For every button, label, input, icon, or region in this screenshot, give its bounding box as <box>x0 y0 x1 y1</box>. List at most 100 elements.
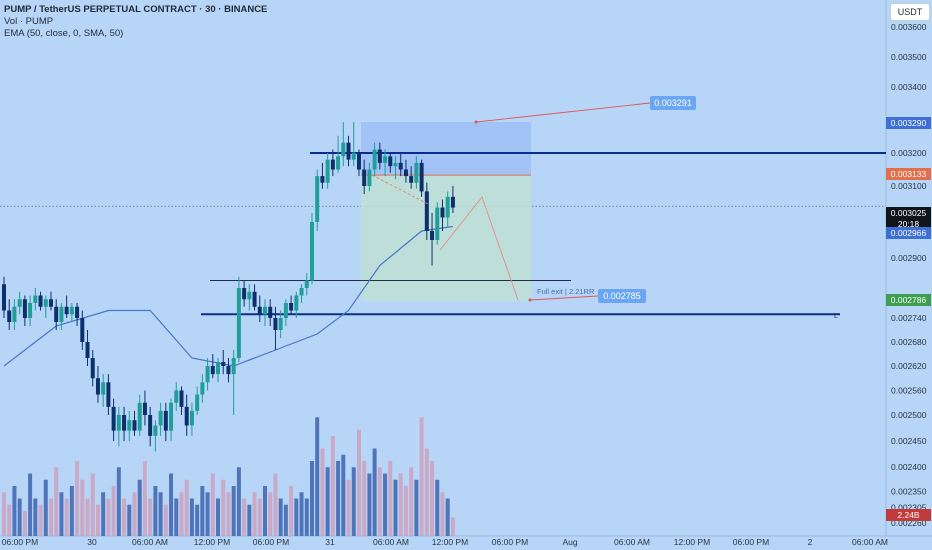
volume-bar <box>242 498 247 536</box>
candle-body <box>226 366 231 375</box>
time-tick-label: 12:00 PM <box>674 537 710 547</box>
line-end-marker: L <box>834 313 838 320</box>
price-tick-label: 0.002450 <box>891 436 927 446</box>
candle-body <box>12 306 17 322</box>
time-tick-label: 06:00 PM <box>2 537 38 547</box>
entry-dashed-path <box>371 174 431 206</box>
volume-bar <box>226 492 231 536</box>
candle-body <box>7 310 12 322</box>
volume-bar <box>252 492 257 536</box>
price-tick-label: 0.003400 <box>891 82 927 92</box>
target-annotation-label[interactable]: 0.003291 <box>650 96 696 110</box>
volume-bar <box>263 486 267 536</box>
volume-bar <box>38 504 43 536</box>
time-tick-label: 06:00 AM <box>614 537 650 547</box>
candle-body <box>393 162 398 167</box>
candle-body <box>289 303 294 311</box>
time-tick-label: 06:00 PM <box>253 537 289 547</box>
candle-body <box>28 303 33 318</box>
volume-bar <box>283 504 288 536</box>
price-tick-label: 0.003200 <box>891 148 927 158</box>
volume-bar <box>430 461 435 536</box>
time-tick-label: 12:00 PM <box>194 537 230 547</box>
candle-body <box>236 288 241 358</box>
candle-body <box>242 288 247 300</box>
candle-body <box>122 415 127 431</box>
candle-body <box>169 402 174 431</box>
price-ticks: 0.003600 0.003500 0.003400 0.003200 0.003100… <box>891 22 927 528</box>
projection-path <box>439 196 519 301</box>
candle-body <box>320 176 325 183</box>
candle-body <box>409 176 414 183</box>
volume-bar <box>33 498 38 536</box>
volume-bar <box>210 473 215 536</box>
candle-body <box>2 284 6 311</box>
volume-bar <box>424 448 429 536</box>
entry-price-tag: 0.003133 <box>886 168 931 180</box>
candle-body <box>22 299 27 318</box>
ema-indicator-label[interactable]: EMA (50, close, 0, SMA, 50) <box>4 28 124 39</box>
candle-body <box>85 342 90 358</box>
volume-bar <box>12 486 17 536</box>
volume-bar <box>48 498 53 536</box>
candle-body <box>33 295 38 303</box>
candle-body <box>210 366 215 375</box>
candle-body <box>216 362 221 375</box>
candle-body <box>95 378 100 395</box>
volume-bar <box>377 467 382 536</box>
volume-bar <box>106 498 111 536</box>
candle-body <box>336 156 341 170</box>
candle-body <box>252 291 257 307</box>
target-leader-line <box>475 102 651 123</box>
candle-body <box>38 295 43 307</box>
time-tick-label: 12:00 PM <box>432 537 468 547</box>
volume-bar <box>127 504 132 536</box>
volume-bar <box>294 498 299 536</box>
ema-path <box>3 225 453 367</box>
candle-body <box>278 318 283 330</box>
candle-body <box>17 299 22 307</box>
candle-body <box>174 390 179 403</box>
candle-body <box>309 222 314 281</box>
time-tick-label: 06:00 PM <box>492 537 528 547</box>
volume-bar <box>64 498 69 536</box>
volume-bar <box>445 498 450 536</box>
exit-note-text[interactable]: Full exit | 2.21RR <box>537 287 595 296</box>
position-zones <box>361 122 531 301</box>
candle-body <box>101 382 106 395</box>
volume-bar <box>174 498 179 536</box>
price-tick-label: 0.002680 <box>891 337 927 347</box>
volume-bars <box>2 417 455 536</box>
volume-bar <box>195 504 200 536</box>
volume-bar <box>356 429 361 536</box>
time-tick-label: 06:00 AM <box>852 537 888 547</box>
candle-body <box>163 410 168 431</box>
volume-bar <box>268 492 273 536</box>
candle-body <box>221 362 226 366</box>
time-tick-label: 06:00 AM <box>132 537 168 547</box>
candle-body <box>142 402 147 415</box>
volume-bar <box>409 467 414 536</box>
candle-body <box>435 207 440 240</box>
volume-bar <box>336 461 341 536</box>
symbol-title[interactable]: PUMP / TetherUS PERPETUAL CONTRACT · 30 … <box>4 4 268 15</box>
exit-leader-line <box>529 295 599 301</box>
ema-price-tag: 0.002966 <box>886 227 931 239</box>
target-zone <box>361 122 531 176</box>
candle-body <box>231 358 236 375</box>
candle-body <box>75 306 80 318</box>
chart-legend: PUMP / TetherUS PERPETUAL CONTRACT · 30 … <box>4 4 267 40</box>
drawings[interactable] <box>371 102 651 302</box>
exit-annotation-label[interactable]: 0.002785 <box>598 289 646 303</box>
candle-body <box>59 306 64 322</box>
candle-body <box>43 299 48 307</box>
candle-body <box>356 153 361 170</box>
price-tick-label: 0.003600 <box>891 22 927 32</box>
currency-button[interactable]: USDT <box>890 3 930 21</box>
price-tick-label: 0.002400 <box>891 462 927 472</box>
volume-bar <box>158 492 163 536</box>
volume-bar <box>351 467 356 536</box>
volume-indicator-label[interactable]: Vol · PUMP <box>4 16 54 27</box>
